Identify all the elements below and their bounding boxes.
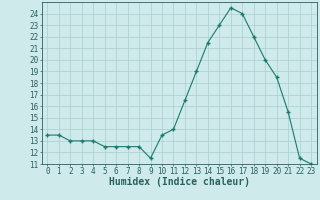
X-axis label: Humidex (Indice chaleur): Humidex (Indice chaleur) [109, 177, 250, 187]
